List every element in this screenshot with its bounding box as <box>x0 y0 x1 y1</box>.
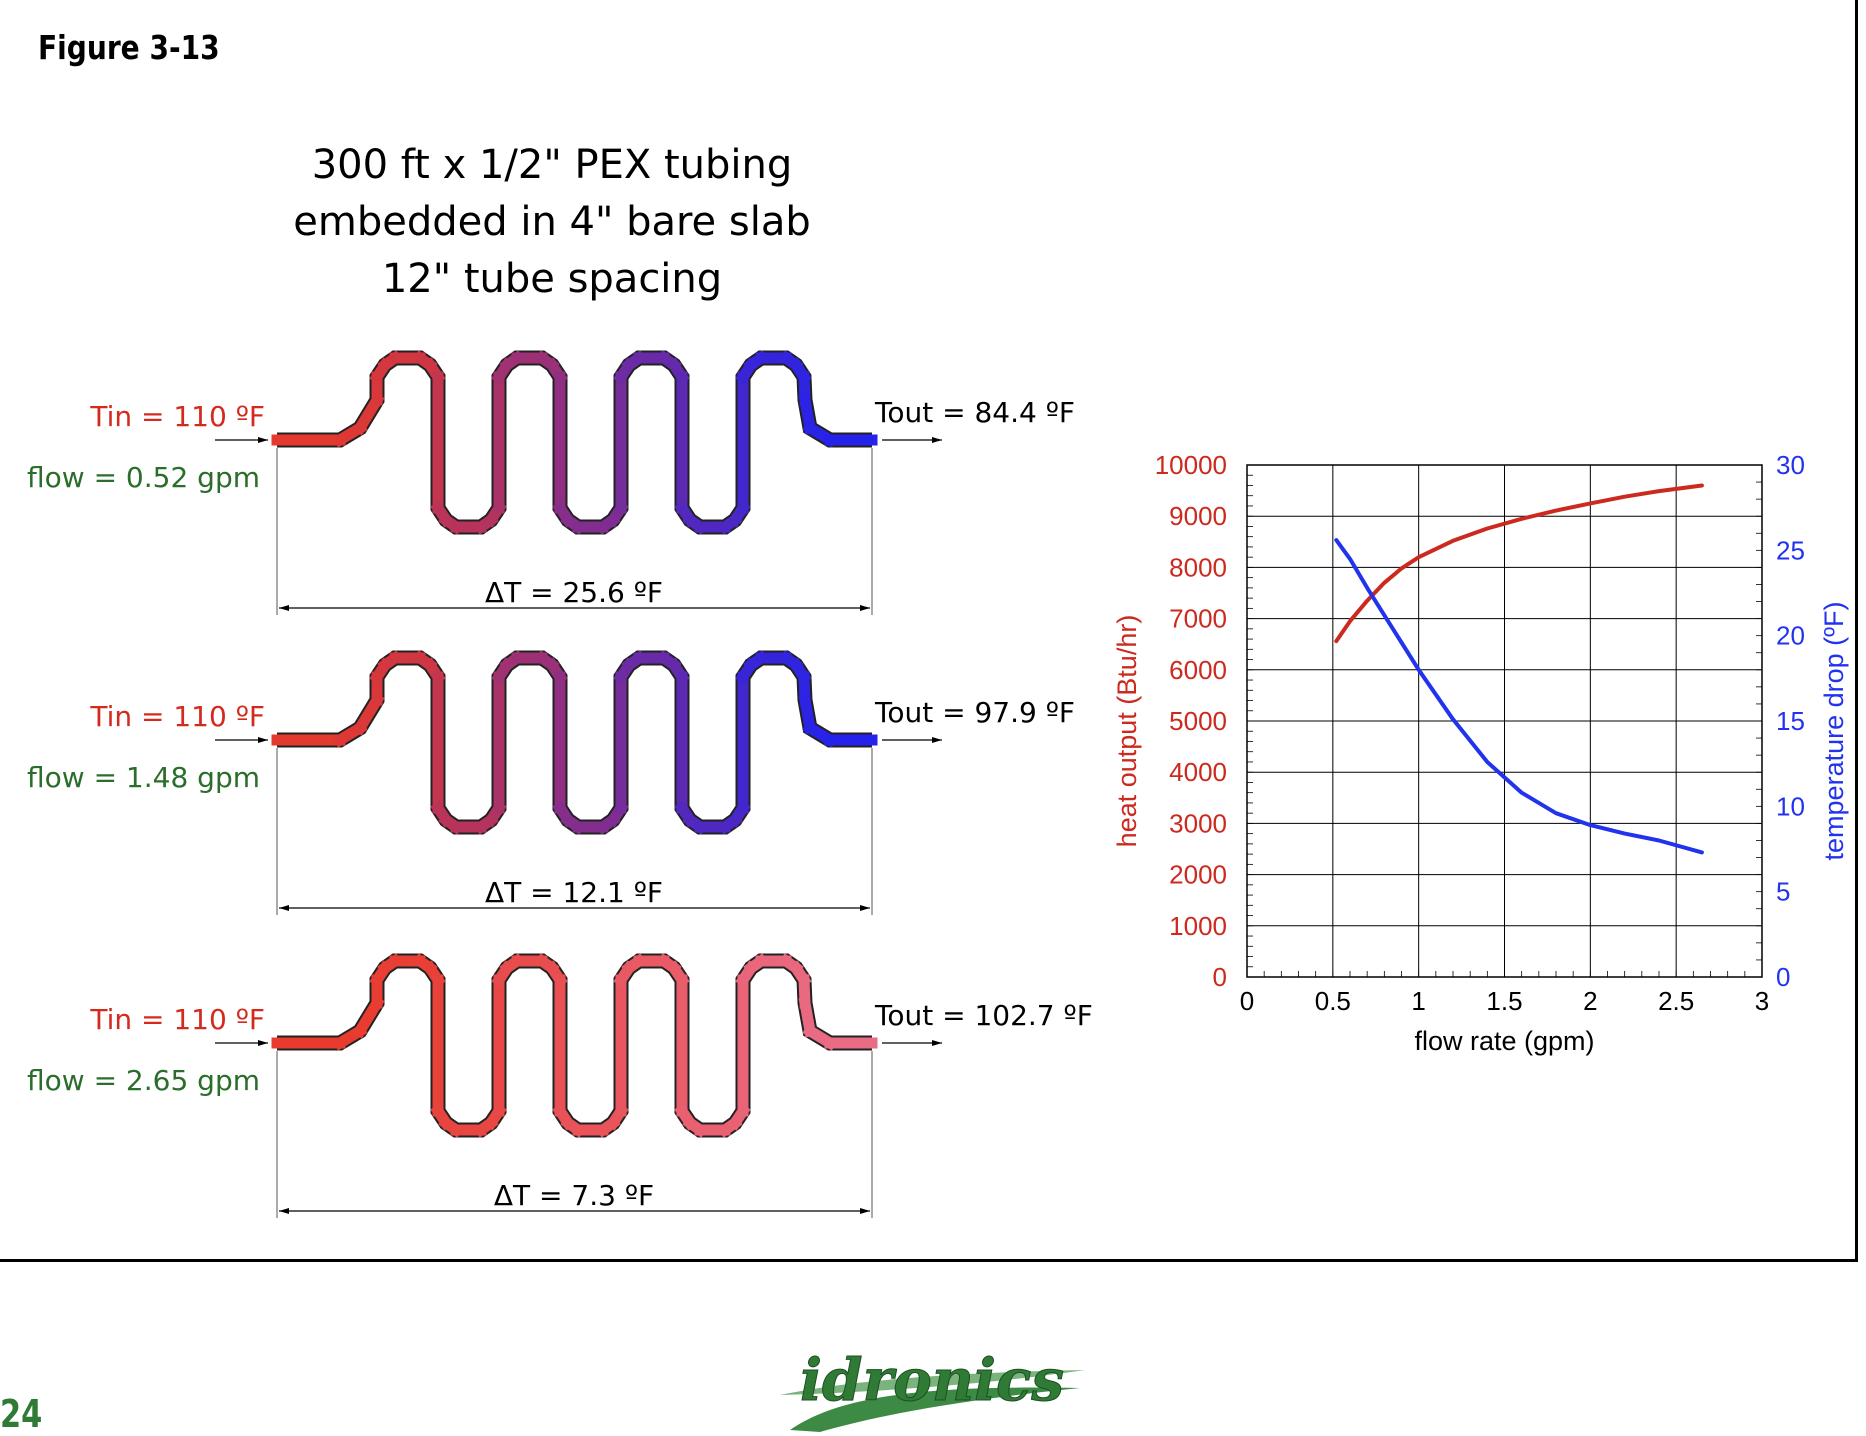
y-left-tick-label: 1000 <box>1169 911 1227 941</box>
y-right-tick-label: 30 <box>1776 450 1805 480</box>
y-left-tick-label: 6000 <box>1169 655 1227 685</box>
x-tick-label: 1.5 <box>1486 986 1522 1016</box>
x-tick-label: 2 <box>1583 986 1597 1016</box>
y-left-tick-label: 5000 <box>1169 706 1227 736</box>
y-left-tick-labels: 0 1000 2000 3000 4000 5000 6000 7000 8000 9000 100… <box>1155 450 1227 992</box>
y-left-tick-label: 7000 <box>1169 604 1227 634</box>
flow-label: flow = 1.48 gpm <box>27 761 260 794</box>
y-left-axis-label: heat output (Btu/hr) <box>1112 615 1142 848</box>
tube-outline <box>277 358 872 527</box>
y-left-tick-label: 4000 <box>1169 757 1227 787</box>
x-axis-label: flow rate (gpm) <box>1414 1026 1594 1056</box>
tin-label: Tin = 110 ºF <box>89 700 265 733</box>
diagram-title: 300 ft x 1/2" PEX tubing embedded in 4" … <box>293 142 810 302</box>
y-right-tick-label: 25 <box>1776 535 1805 565</box>
x-tick-label: 3 <box>1755 986 1769 1016</box>
frame-border-right <box>1855 0 1858 1262</box>
tube-outline <box>277 658 872 827</box>
tout-label: Tout = 102.7 ºF <box>874 999 1093 1032</box>
tout-label: Tout = 84.4 ºF <box>874 396 1075 429</box>
tin-label: Tin = 110 ºF <box>89 1003 265 1036</box>
frame-border-bottom <box>0 1259 1858 1262</box>
y-right-tick-labels: 0 5 10 15 20 25 30 <box>1776 450 1805 992</box>
title-line-1: 300 ft x 1/2" PEX tubing <box>312 142 793 188</box>
circuit-2: Tin = 110 ºF flow = 1.48 gpm Tout = 97.9 º… <box>27 658 1075 915</box>
tubing-circuits: Tin = 110 ºF flow = 0.52 gpm Tout = 84.4 º… <box>27 358 1093 1218</box>
x-tick-label: 0 <box>1240 986 1254 1016</box>
temperature-drop-series <box>1336 540 1702 852</box>
circuit-1: Tin = 110 ºF flow = 0.52 gpm Tout = 84.4 º… <box>27 358 1075 615</box>
tout-label: Tout = 97.9 ºF <box>874 696 1075 729</box>
tin-label: Tin = 110 ºF <box>89 400 265 433</box>
heat-output-series <box>1336 485 1702 641</box>
y-right-tick-label: 10 <box>1776 791 1805 821</box>
flow-label: flow = 2.65 gpm <box>27 1064 260 1097</box>
y-left-tick-label: 10000 <box>1155 450 1227 480</box>
x-tick-labels: 0 0.5 1 1.5 2 2.5 3 <box>1240 986 1769 1016</box>
x-tick-label: 2.5 <box>1658 986 1694 1016</box>
y-left-tick-label: 3000 <box>1169 808 1227 838</box>
circuit-3: Tin = 110 ºF flow = 2.65 gpm Tout = 102.7 … <box>27 961 1093 1218</box>
x-tick-label: 1 <box>1411 986 1425 1016</box>
y-right-tick-label: 5 <box>1776 877 1790 907</box>
page-number: 24 <box>0 1392 42 1436</box>
y-left-tick-label: 0 <box>1213 962 1227 992</box>
chart-gridlines <box>1247 465 1762 977</box>
y-right-tick-label: 20 <box>1776 621 1805 651</box>
temperature-drop-line <box>1336 540 1702 852</box>
y-right-tick-label: 0 <box>1776 962 1790 992</box>
delta-t-label: ΔT = 12.1 ºF <box>485 876 663 909</box>
heat-output-line <box>1336 486 1702 642</box>
x-tick-label: 0.5 <box>1315 986 1351 1016</box>
delta-t-label: ΔT = 25.6 ºF <box>485 576 663 609</box>
title-line-2: embedded in 4" bare slab <box>293 199 810 245</box>
y-left-tick-label: 8000 <box>1169 552 1227 582</box>
y-left-tick-label: 9000 <box>1169 501 1227 531</box>
tube-outline <box>277 961 872 1130</box>
flow-label: flow = 0.52 gpm <box>27 461 260 494</box>
y-right-tick-label: 15 <box>1776 706 1805 736</box>
delta-t-label: ΔT = 7.3 ºF <box>494 1179 654 1212</box>
y-left-tick-label: 2000 <box>1169 860 1227 890</box>
y-right-axis-label: temperature drop (ºF) <box>1819 602 1849 861</box>
title-line-3: 12" tube spacing <box>382 256 722 302</box>
